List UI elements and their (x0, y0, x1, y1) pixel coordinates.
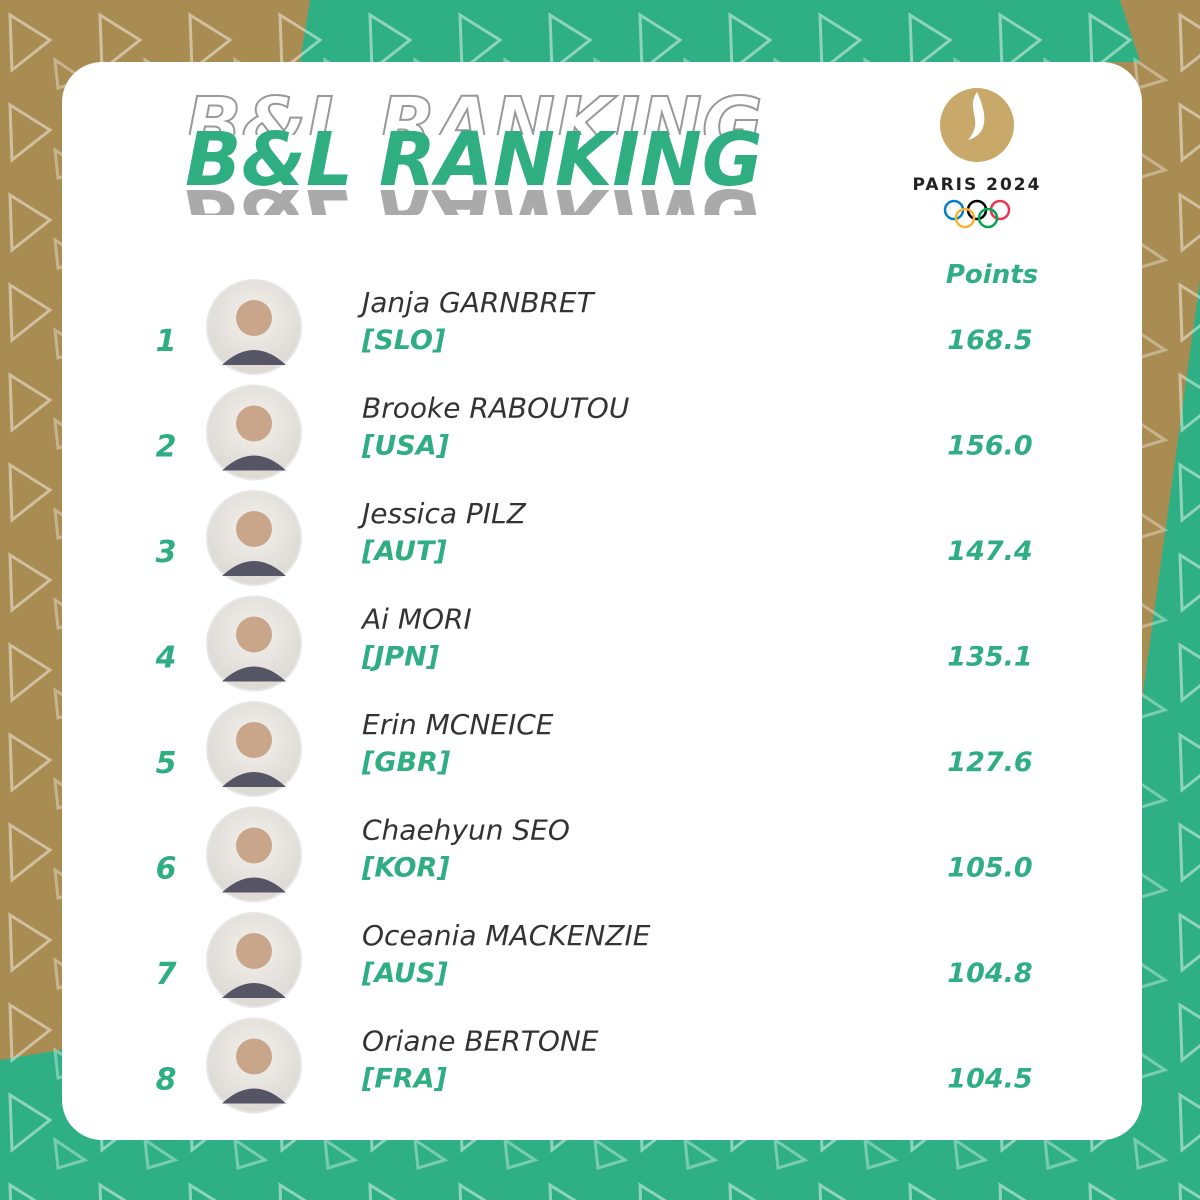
points: 105.0 (947, 853, 1032, 884)
row: 3 Jessica PILZ [AUT] 147.4 (156, 490, 1033, 586)
title: B&L RANKING (185, 117, 763, 203)
country: [AUS] (361, 958, 448, 989)
logo-text: PARIS 2024 (913, 175, 1042, 195)
row: 4 Ai MORI [JPN] 135.1 (155, 595, 1033, 692)
points: 104.5 (947, 1064, 1032, 1095)
title-reflection: B&L RANKING (185, 172, 763, 258)
photo-head (236, 511, 272, 547)
photo-head (236, 933, 272, 969)
photo-head (236, 722, 272, 758)
points: 156.0 (947, 431, 1032, 462)
row: 6 Chaehyun SEO [KOR] 105.0 (156, 806, 1033, 903)
rank: 4 (155, 641, 177, 676)
rank: 8 (156, 1063, 177, 1098)
photo-body (222, 350, 286, 365)
country: [AUT] (361, 536, 447, 567)
rank: 3 (156, 535, 177, 570)
row: 1 Janja GARNBRET [SLO] 168.5 (156, 279, 1033, 375)
points: 147.4 (947, 536, 1032, 567)
photo-body (222, 772, 286, 787)
country: [USA] (361, 431, 450, 462)
photo-head (236, 300, 272, 336)
photo-head (236, 827, 272, 864)
points-header: Points (946, 260, 1038, 290)
photo-body (222, 877, 286, 893)
athlete-name: Oriane BERTONE (362, 1025, 599, 1058)
photo-body (222, 455, 286, 471)
photo-body (222, 983, 286, 998)
photo-head (236, 616, 272, 653)
athlete-name: Brooke RABOUTOU (362, 392, 629, 425)
athlete-name: Oceania MACKENZIE (362, 919, 651, 952)
points: 168.5 (947, 325, 1032, 356)
photo-body (222, 561, 286, 576)
rank: 6 (156, 852, 177, 887)
rank: 2 (156, 430, 177, 465)
photo-body (222, 666, 286, 682)
title-group: B&L RANKING B&L RANKING B&L RANKING (184, 82, 764, 258)
row: 5 Erin MCNEICE [GBR] 127.6 (156, 701, 1033, 797)
country: [SLO] (361, 325, 446, 356)
country: [GBR] (361, 747, 451, 778)
rank: 7 (156, 957, 177, 992)
ranking-list: 1 Janja GARNBRET [SLO] 168.5 2 Brooke RABOUTO… (155, 279, 1033, 1114)
row: 8 Oriane BERTONE [FRA] 104.5 (156, 1017, 1033, 1114)
points: 127.6 (947, 747, 1032, 778)
rank: 5 (156, 746, 177, 781)
points: 104.8 (947, 958, 1032, 989)
country: [KOR] (361, 853, 450, 884)
athlete-name: Janja GARNBRET (357, 286, 596, 319)
rank: 1 (156, 324, 177, 359)
row: 7 Oceania MACKENZIE [AUS] 104.8 (156, 912, 1033, 1008)
athlete-name: Chaehyun SEO (362, 814, 570, 847)
photo-body (222, 1088, 286, 1104)
row: 2 Brooke RABOUTOU [USA] 156.0 (156, 384, 1033, 481)
athlete-name: Ai MORI (360, 603, 472, 636)
athlete-name: Jessica PILZ (357, 497, 527, 530)
photo-head (236, 405, 272, 442)
points: 135.1 (947, 642, 1032, 673)
athlete-name: Erin MCNEICE (362, 708, 554, 741)
logo: PARIS 2024 (913, 88, 1042, 229)
photo-head (236, 1038, 272, 1075)
country: [JPN] (361, 642, 440, 673)
title-echo: B&L RANKING (185, 82, 763, 168)
country: [FRA] (361, 1064, 447, 1095)
